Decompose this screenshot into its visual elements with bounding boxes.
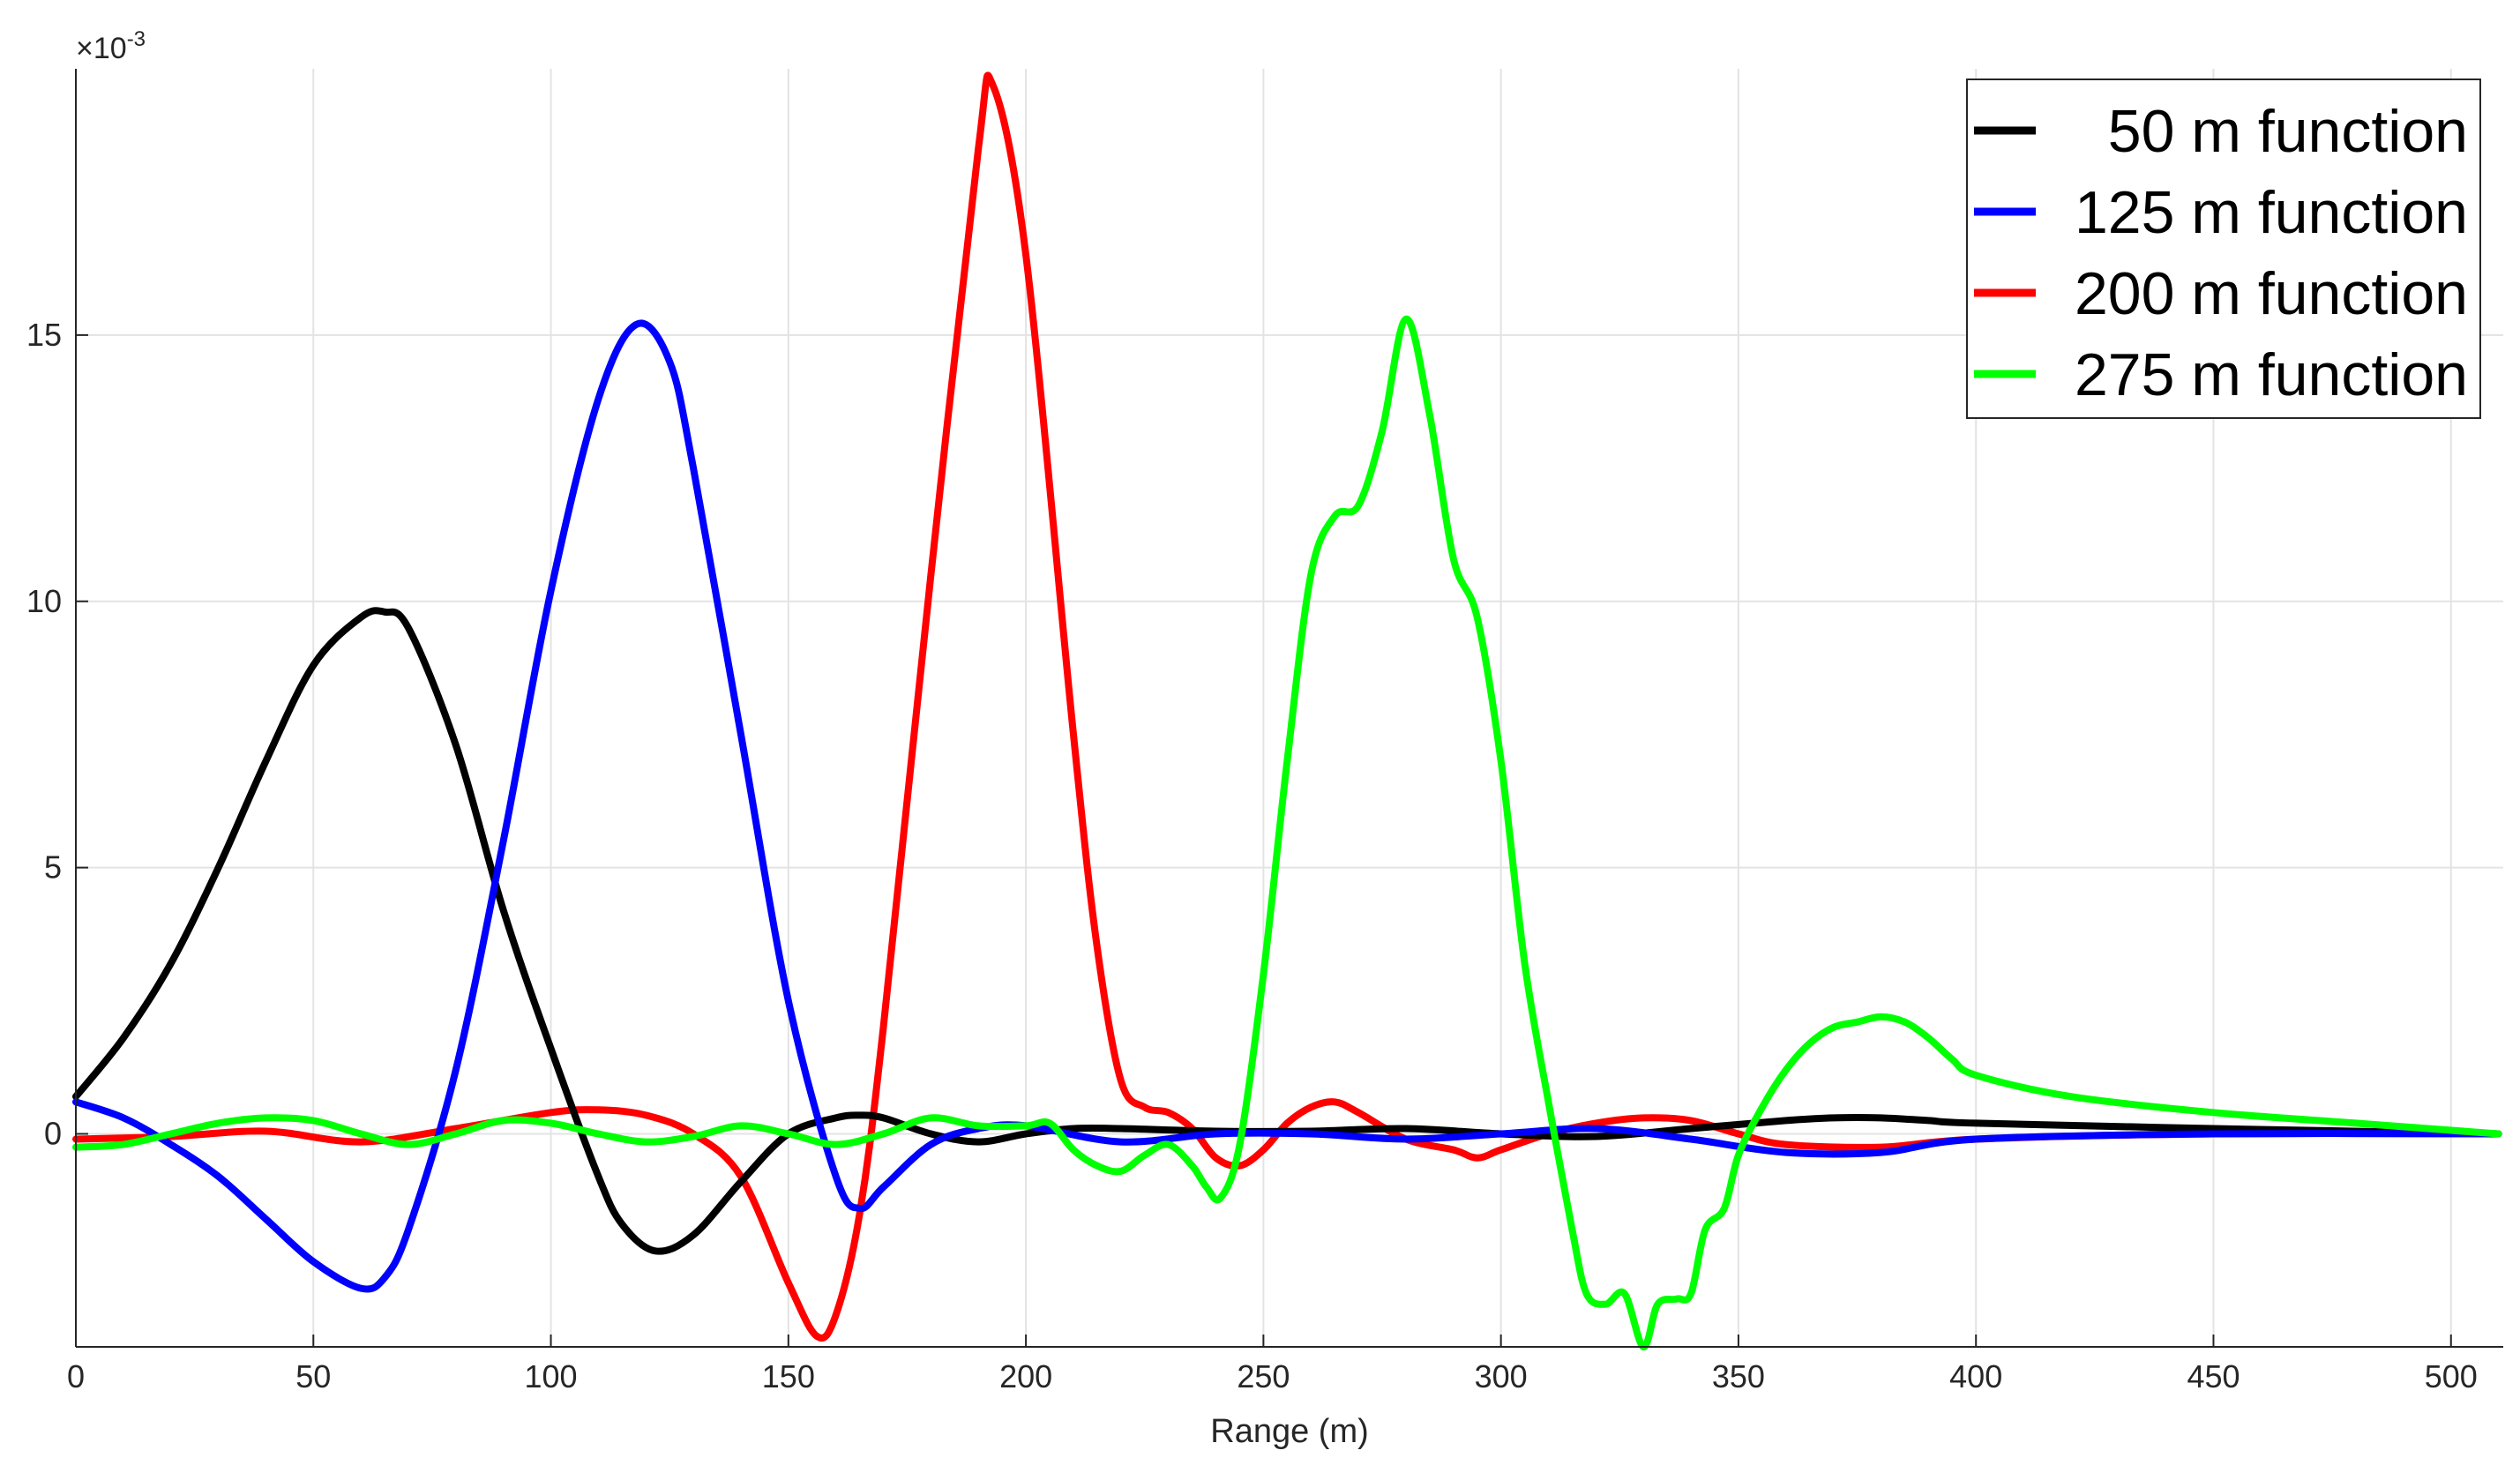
x-tick-label: 450 <box>2187 1358 2240 1394</box>
x-tick-label: 250 <box>1237 1358 1290 1394</box>
y-axis-exponent-power: -3 <box>127 27 146 51</box>
series-line-50-m-function <box>72 607 2502 1255</box>
x-tick-label: 50 <box>295 1358 331 1394</box>
y-tick-label: 0 <box>44 1116 62 1152</box>
x-tick-label: 350 <box>1712 1358 1765 1394</box>
legend-entry-label: 275 m function <box>2075 341 2468 408</box>
legend-box <box>1966 79 2481 419</box>
y-axis-ticks: 0 5 10 15 <box>26 317 88 1152</box>
data-series <box>72 71 2502 1351</box>
x-tick-label: 500 <box>2425 1358 2478 1394</box>
y-axis-exponent: ×10-3 <box>76 27 146 65</box>
series-line-125-m-function <box>72 319 2502 1293</box>
y-tick-label: 10 <box>26 583 62 619</box>
series-line-275-m-function <box>72 315 2502 1351</box>
legend-entry-label: 50 m function <box>2075 98 2468 165</box>
x-tick-label: 300 <box>1475 1358 1528 1394</box>
legend-entry-label: 125 m function <box>2075 179 2468 246</box>
x-axis-label: Range (m) <box>1210 1413 1369 1450</box>
y-tick-label: 15 <box>26 317 62 353</box>
x-axis-ticks: 0 50 100 150 200 250 300 350 400 450 500 <box>67 1335 2478 1394</box>
y-axis-exponent-base: ×10 <box>76 32 127 65</box>
x-tick-label: 100 <box>525 1358 578 1394</box>
x-tick-label: 0 <box>67 1358 85 1394</box>
y-tick-label: 5 <box>44 849 62 886</box>
x-tick-label: 200 <box>999 1358 1052 1394</box>
x-tick-label: 400 <box>1949 1358 2002 1394</box>
legend: 50 m function 125 m function 200 m functio… <box>1966 79 2481 419</box>
x-tick-label: 150 <box>762 1358 815 1394</box>
legend-entry-label: 200 m function <box>2075 260 2468 327</box>
